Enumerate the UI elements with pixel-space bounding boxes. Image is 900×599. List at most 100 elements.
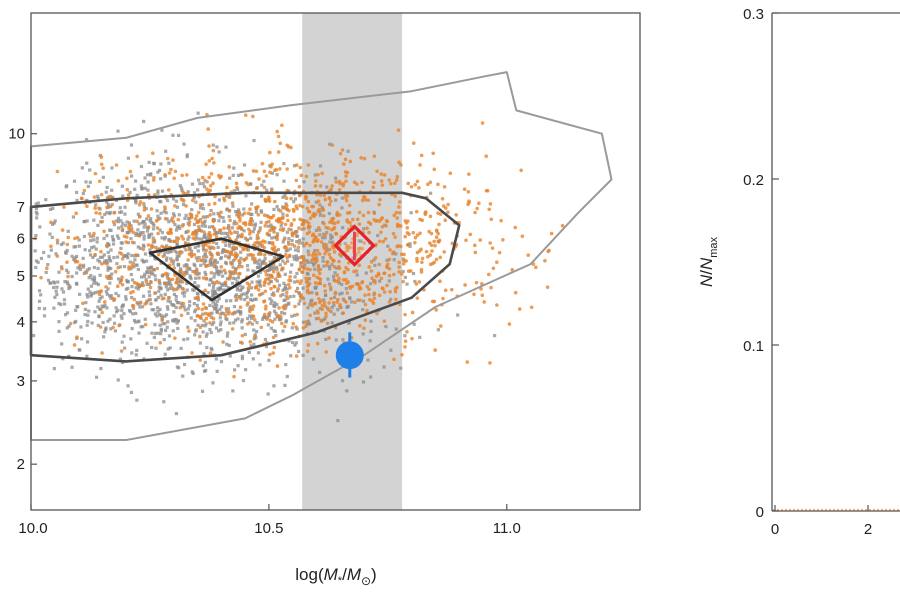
background-point [148, 248, 152, 252]
background-point [325, 306, 330, 310]
background-point [224, 243, 228, 248]
background-point [46, 278, 51, 282]
background-point [184, 204, 188, 208]
background-point [74, 319, 78, 324]
background-point [410, 310, 415, 315]
background-point [336, 220, 340, 224]
background-point [130, 240, 135, 245]
background-point [355, 233, 359, 238]
background-point [153, 291, 158, 295]
background-point [130, 295, 134, 300]
background-point [234, 221, 239, 226]
background-point [348, 296, 352, 300]
background-point [296, 245, 301, 250]
background-point [275, 237, 279, 242]
background-point [126, 384, 130, 388]
background-point [324, 337, 328, 341]
background-point [165, 198, 170, 203]
background-point [490, 246, 495, 250]
background-point [344, 179, 348, 184]
background-point [142, 245, 146, 249]
background-point [306, 163, 311, 167]
background-point [82, 234, 86, 239]
background-point [332, 265, 337, 269]
background-point [387, 300, 392, 304]
background-point [308, 267, 312, 272]
background-point [75, 190, 79, 195]
background-point [89, 284, 94, 288]
background-point [172, 266, 177, 270]
background-point [175, 254, 179, 259]
background-point [386, 244, 390, 248]
background-point [304, 219, 309, 224]
background-point [131, 312, 135, 316]
background-point [157, 289, 161, 293]
background-point [231, 389, 235, 393]
background-point [318, 277, 323, 282]
background-point [188, 300, 192, 304]
background-point [415, 256, 419, 261]
background-point [142, 119, 146, 124]
background-point [160, 230, 164, 235]
background-point [355, 273, 359, 277]
background-point [129, 272, 133, 277]
background-point [221, 216, 225, 220]
background-point [227, 209, 232, 213]
background-point [301, 286, 305, 290]
background-point [151, 236, 155, 240]
background-point [215, 310, 219, 315]
scatter-x-ticks: 10.0 10.5 11.0 [18, 504, 521, 537]
background-point [207, 202, 211, 207]
background-point [232, 166, 236, 170]
background-point [227, 229, 232, 233]
background-point [86, 313, 90, 317]
background-point [308, 216, 313, 221]
scatter-x-axis-title: log(M*/M⊙) [295, 565, 376, 588]
background-point [70, 365, 74, 369]
background-point [313, 173, 317, 177]
background-point [215, 231, 219, 235]
background-point [263, 337, 268, 342]
background-point [240, 341, 244, 345]
background-point [173, 169, 178, 174]
background-point [171, 286, 175, 291]
background-point [270, 267, 274, 271]
background-point [362, 326, 366, 331]
background-point [217, 213, 221, 218]
background-point [217, 281, 221, 285]
background-point [214, 357, 218, 361]
background-point [85, 354, 89, 358]
background-point [60, 287, 64, 291]
background-point [146, 266, 150, 270]
background-point [106, 319, 110, 323]
background-point [96, 305, 100, 309]
background-point [332, 278, 337, 283]
background-point [93, 310, 97, 314]
background-point [284, 294, 288, 298]
histogram-y-tick-label: 0 [756, 504, 764, 521]
background-point [212, 275, 216, 279]
background-point [273, 235, 277, 240]
background-point [292, 294, 296, 298]
background-point [136, 302, 140, 306]
background-point [356, 246, 361, 251]
background-point [131, 230, 136, 235]
background-point [252, 318, 257, 322]
background-point [107, 243, 111, 247]
background-point [102, 300, 107, 304]
background-point [278, 141, 283, 146]
background-point [304, 194, 308, 199]
background-point [50, 235, 54, 240]
background-point [268, 170, 272, 175]
background-point [248, 339, 253, 344]
background-point [168, 279, 172, 283]
background-point [327, 336, 331, 340]
background-point [267, 358, 271, 362]
background-point [332, 250, 337, 254]
background-point [96, 290, 100, 294]
background-point [154, 245, 158, 250]
background-point [312, 238, 316, 243]
background-point [55, 254, 60, 258]
background-point [368, 222, 373, 226]
background-point [248, 305, 253, 309]
